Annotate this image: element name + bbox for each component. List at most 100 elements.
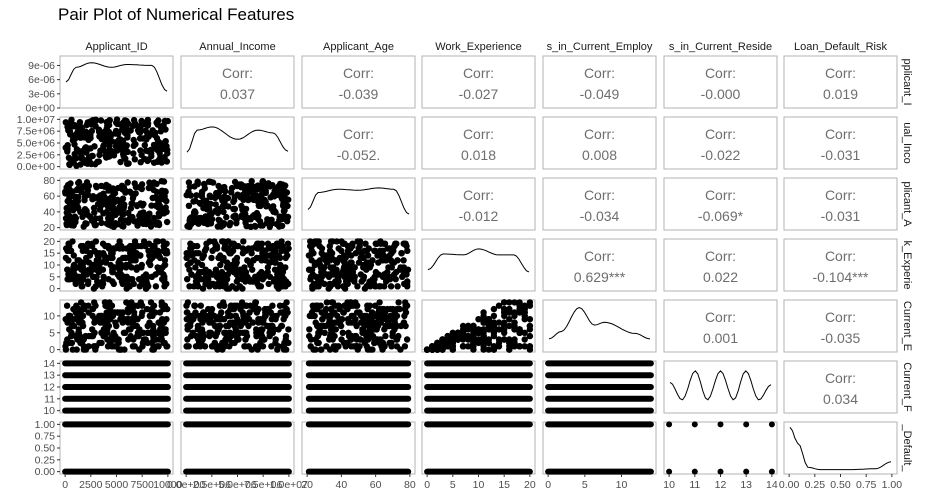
- y-axis-row-4: 0 5 10: [43, 310, 60, 356]
- panel-r6-c0: [59, 421, 174, 475]
- scatter-point: [116, 257, 123, 264]
- scatter-point: [384, 322, 391, 330]
- scatter-point: [313, 305, 320, 313]
- corr-label: Corr:: [825, 370, 856, 386]
- scatter-point: [434, 346, 441, 353]
- scatter-point: [340, 283, 347, 290]
- panel-r1-c5: Corr: -0.022: [663, 116, 778, 170]
- scatter-points: [62, 360, 171, 414]
- y-axis-row-2: 20 40 60 80: [43, 175, 60, 234]
- scatter-point: [241, 343, 248, 350]
- scatter-point: [273, 283, 280, 290]
- scatter-point: [131, 343, 138, 350]
- scatter-point: [267, 326, 274, 333]
- scatter-point: [152, 129, 159, 136]
- scatter-point: [115, 139, 122, 146]
- scatter-point: [316, 326, 323, 333]
- scatter-point: [444, 336, 451, 343]
- scatter-point: [257, 202, 264, 210]
- scatter-point: [85, 302, 92, 309]
- x-tick-label: 13: [740, 479, 752, 491]
- scatter-point: [159, 276, 166, 283]
- scatter-point: [372, 302, 379, 309]
- scatter-point: [209, 319, 216, 326]
- scatter-point: [401, 280, 409, 288]
- scatter-point: [148, 152, 155, 160]
- scatter-point: [276, 190, 283, 198]
- scatter-point: [267, 194, 274, 201]
- x-tick-label: 40: [336, 479, 348, 491]
- scatter-point: [187, 322, 194, 330]
- scatter-point: [377, 283, 384, 290]
- scatter-point: [123, 142, 130, 149]
- scatter-point: [362, 336, 370, 343]
- scatter-point: [64, 181, 72, 189]
- scatter-point: [280, 343, 287, 350]
- scatter-point: [158, 191, 165, 198]
- scatter-point: [501, 299, 508, 306]
- panel-r0-c3: Corr: -0.027: [421, 55, 536, 109]
- scatter-point: [71, 213, 79, 220]
- corr-value: 0.629***: [574, 269, 626, 285]
- scatter-point: [185, 191, 193, 198]
- scatter-point: [191, 312, 199, 320]
- scatter-point: [208, 343, 216, 350]
- scatter-points: [305, 421, 412, 475]
- scatter-point: [197, 302, 204, 309]
- scatter-point: [391, 271, 398, 278]
- scatter-point: [164, 305, 171, 313]
- scatter-point: [114, 271, 121, 278]
- scatter-point: [113, 343, 120, 350]
- scatter-point: [449, 346, 456, 353]
- scatter-point: [516, 329, 523, 336]
- scatter-point: [352, 250, 360, 257]
- scatter-point: [110, 329, 117, 336]
- corr-label: Corr:: [705, 187, 736, 203]
- scatter-point: [314, 280, 321, 288]
- scatter-point: [191, 183, 198, 190]
- scatter-point: [77, 149, 84, 156]
- scatter-point: [239, 285, 246, 292]
- panel-r3-c6: Corr: -0.104***: [783, 238, 898, 292]
- scatter-point: [153, 343, 160, 350]
- panel-r6-c6: [783, 421, 898, 475]
- scatter-point: [212, 207, 219, 215]
- scatter-point: [224, 309, 232, 316]
- scatter-point: [130, 142, 137, 149]
- scatter-point: [139, 309, 146, 316]
- scatter-point: [93, 250, 101, 257]
- scatter-point: [475, 336, 482, 343]
- scatter-point: [101, 257, 109, 264]
- scatter-point: [75, 326, 82, 333]
- scatter-point: [228, 240, 235, 247]
- scatter-point: [80, 276, 87, 283]
- scatter-point: [144, 122, 152, 129]
- scatter-point: [362, 329, 369, 336]
- scatter-point: [404, 247, 411, 254]
- scatter-point: [82, 134, 90, 141]
- scatter-point: [129, 213, 136, 221]
- scatter-point: [521, 329, 528, 336]
- scatter-point: [142, 127, 149, 134]
- scatter-point: [312, 346, 319, 353]
- scatter-point: [218, 238, 226, 245]
- scatter-point: [102, 302, 109, 309]
- scatter-point: [195, 336, 202, 343]
- scatter-point: [341, 240, 348, 247]
- scatter-point: [191, 302, 199, 309]
- scatter-point: [241, 183, 248, 190]
- scatter-point: [338, 247, 345, 254]
- scatter-point: [99, 190, 107, 198]
- scatter-point: [480, 326, 487, 333]
- corr-label: Corr:: [584, 187, 615, 203]
- x-tick-label: 1.00: [882, 479, 903, 491]
- row-strip: plicant_A: [901, 181, 913, 227]
- scatter-point: [233, 259, 240, 266]
- scatter-point: [236, 181, 243, 188]
- scatter-point: [356, 336, 364, 343]
- corr-value: -0.069*: [698, 208, 744, 224]
- scatter-point: [315, 339, 322, 347]
- column-strip-label: Applicant_Age: [323, 41, 394, 53]
- panel-r4-c3: [421, 299, 536, 353]
- scatter-point: [153, 180, 160, 188]
